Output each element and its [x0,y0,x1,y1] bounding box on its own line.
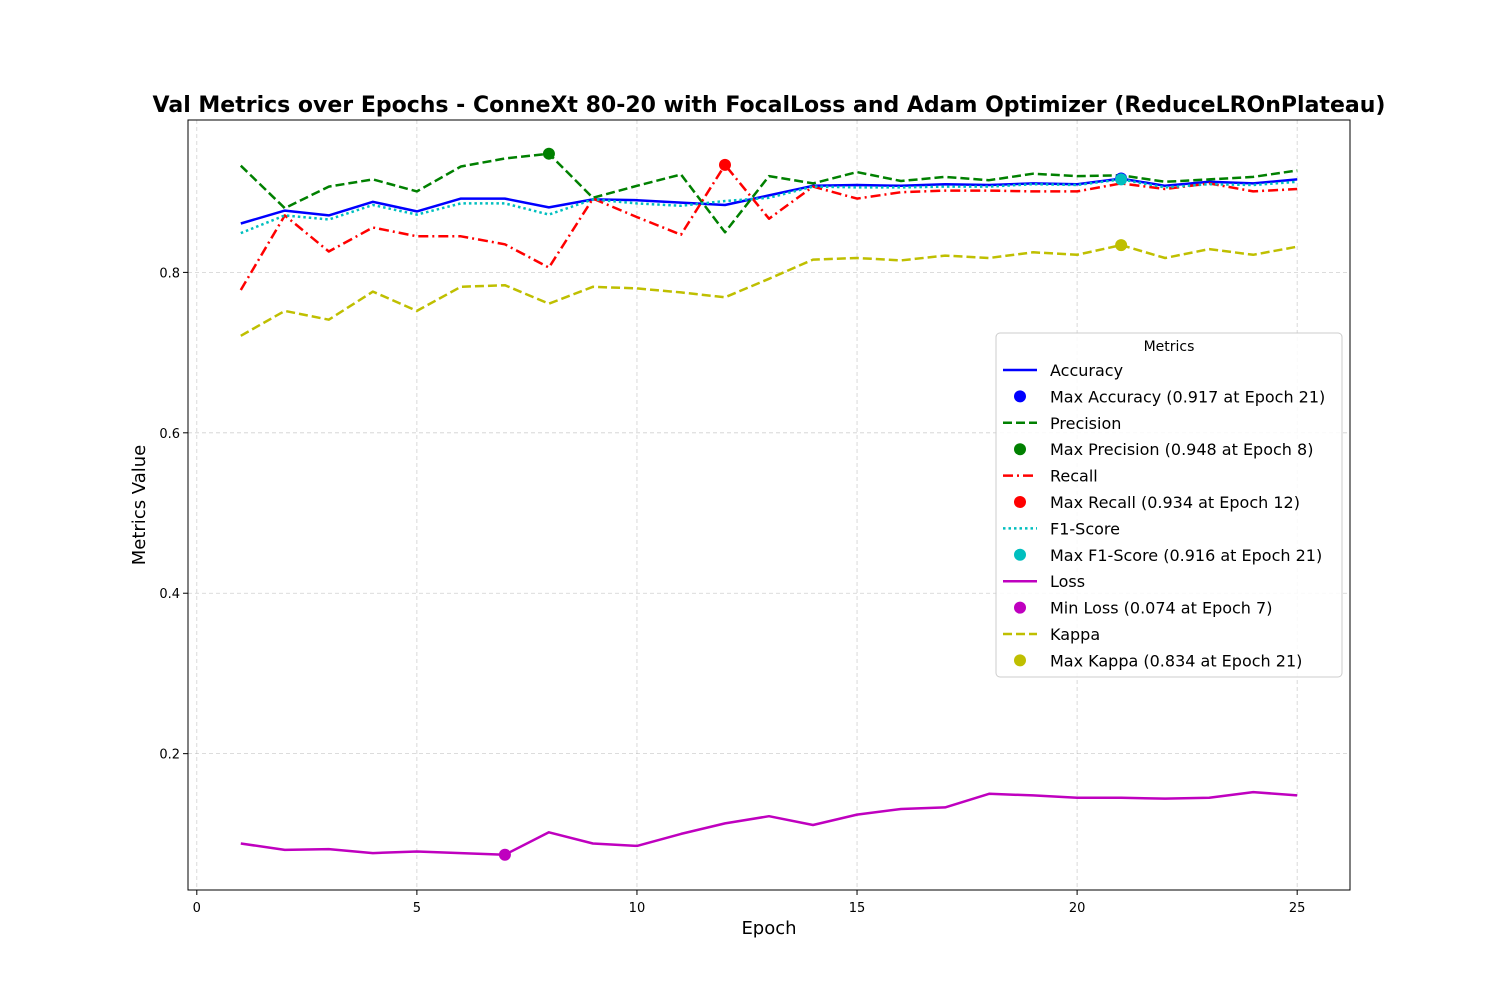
chart-title: Val Metrics over Epochs - ConneXt 80-20 … [153,93,1386,118]
legend-items: Accuracy Max Accuracy (0.917 at Epoch 21)… [1003,361,1325,670]
legend-swatch-marker [1014,601,1026,614]
series-line-kappa [240,243,1298,337]
x-tick-label: 0 [193,901,201,916]
legend-label: Max F1-Score (0.916 at Epoch 21) [1050,546,1322,565]
legend-label: Max Kappa (0.834 at Epoch 21) [1050,651,1302,670]
extreme-markers [498,147,1128,861]
legend-label: F1-Score [1050,519,1120,538]
y-tick-label: 0.6 [159,427,180,442]
legend-label: Loss [1050,572,1085,591]
x-tick-label: 15 [849,901,866,916]
series-line-f1-score [240,178,1298,235]
series-line-recall [239,163,1298,291]
legend-label: Max Accuracy (0.917 at Epoch 21) [1050,387,1325,406]
legend-box [995,332,1343,678]
legend-title: Metrics [1144,339,1195,355]
series-line-loss [240,790,1298,856]
legend-swatch-marker [1014,443,1026,456]
legend-label: Kappa [1050,625,1100,644]
legend-label: Max Recall (0.934 at Epoch 12) [1050,493,1300,512]
legend-swatch-marker [1014,654,1026,667]
legend-swatch-marker [1014,390,1026,403]
legend-swatch-marker [1014,496,1026,508]
legend-label: Min Loss (0.074 at Epoch 7) [1050,599,1272,618]
x-tick-label: 20 [1069,901,1086,916]
x-axis-label: Epoch [741,918,796,939]
legend: Metrics Accuracy Max Accuracy (0.917 at E… [995,332,1343,678]
legend-swatch-marker [1014,548,1026,561]
y-tick-label: 0.2 [159,748,180,763]
marker-max-precision [542,147,555,160]
y-tick-label: 0.4 [159,587,180,602]
x-tick-label: 5 [413,901,421,916]
y-tick-label: 0.8 [159,266,180,281]
legend-label: Recall [1050,467,1098,486]
legend-label: Precision [1050,414,1121,433]
marker-max-recall [718,158,731,171]
marker-min-loss [498,848,511,861]
legend-label: Max Precision (0.948 at Epoch 8) [1050,440,1313,459]
x-tick-label: 25 [1289,901,1306,916]
series-line-precision [239,152,1298,234]
axis-ticks: 0 5 10 15 20 25 0.2 0.4 0.6 0.8 [159,266,1305,916]
marker-max-f1-score [1115,173,1128,186]
y-axis-label: Metrics Value [129,445,150,566]
x-tick-label: 10 [629,901,646,916]
plot-frame [187,119,1351,891]
legend-label: Accuracy [1050,361,1123,380]
marker-max-kappa [1115,239,1128,252]
